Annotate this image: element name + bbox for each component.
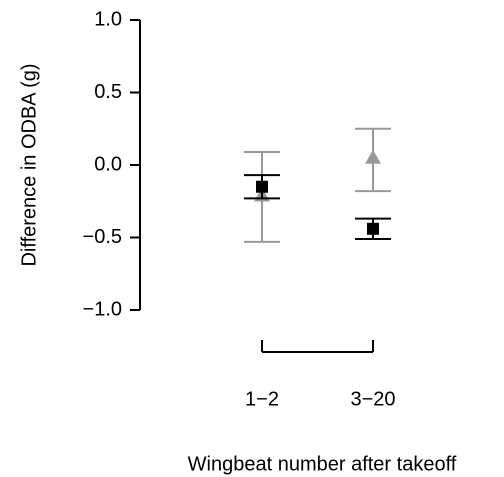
point bbox=[256, 180, 268, 193]
x-tick-label: 1−2 bbox=[245, 388, 279, 410]
y-tick-label: 0.0 bbox=[94, 153, 122, 175]
point bbox=[367, 222, 379, 235]
y-tick-label: −0.5 bbox=[83, 226, 122, 248]
y-axis-label: Difference in ODBA (g) bbox=[18, 63, 40, 266]
y-tick-label: 1.0 bbox=[94, 8, 122, 30]
x-axis-label: Wingbeat number after takeoff bbox=[188, 453, 457, 475]
point bbox=[365, 149, 381, 164]
x-tick-label: 3−20 bbox=[350, 388, 395, 410]
y-tick-label: −1.0 bbox=[83, 298, 122, 320]
y-tick-label: 0.5 bbox=[94, 81, 122, 103]
